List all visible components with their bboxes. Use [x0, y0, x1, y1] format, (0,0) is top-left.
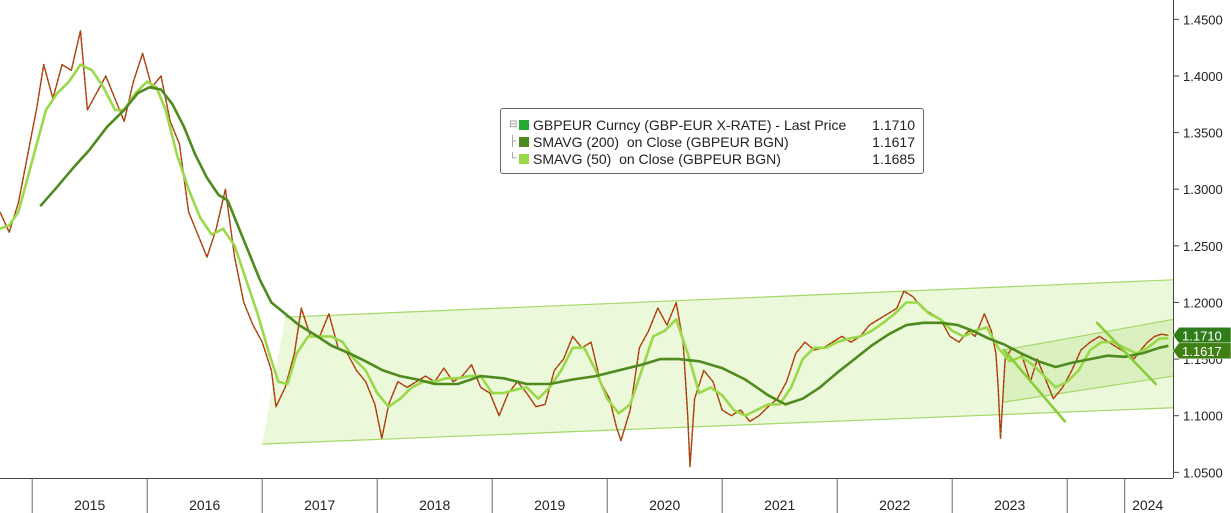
x-tick-label: 2018 [419, 497, 450, 513]
legend-entry-smavg-200: ├ SMAVG (200) on Close (GBPEUR BGN) 1.16… [509, 133, 915, 150]
y-tick-label: 1.4500 [1183, 12, 1223, 27]
legend-label: GBPEUR Curncy (GBP-EUR X-RATE) - Last Pr… [533, 116, 847, 133]
main-channel-lower-line [262, 407, 1174, 445]
series-line-smavg-50 [0, 63, 1169, 417]
y-tick-label: 1.1000 [1183, 409, 1223, 424]
last-value-label: 1.1617 [1172, 342, 1231, 360]
series-line-smavg-200 [39, 86, 1169, 406]
last-value-tag [1172, 342, 1231, 360]
x-tick-label: 2019 [534, 497, 565, 513]
x-tick-label: 2021 [764, 497, 795, 513]
legend-swatch-last-price [519, 119, 529, 130]
legend-entry-smavg-50: └ SMAVG (50) on Close (GBPEUR BGN) 1.168… [509, 150, 915, 167]
x-tick-label: 2023 [994, 497, 1025, 513]
y-tick-label: 1.0500 [1183, 465, 1223, 480]
legend-label: SMAVG (200) on Close (GBPEUR BGN) [533, 133, 789, 150]
y-tick-label: 1.4000 [1183, 69, 1223, 84]
tree-branch-icon: ├ [509, 136, 517, 147]
downtrend-2023 [1095, 321, 1158, 386]
last-value-text: 1.1617 [1182, 344, 1222, 359]
legend-entry-last-price: ⊟ GBPEUR Curncy (GBP-EUR X-RATE) - Last … [509, 116, 915, 133]
x-tick-label: 2017 [304, 497, 335, 513]
x-tick-label: 2024 [1132, 497, 1163, 513]
legend-value: 1.1685 [872, 150, 915, 167]
legend-value: 1.1710 [872, 116, 915, 133]
legend-label: SMAVG (50) on Close (GBPEUR BGN) [533, 150, 781, 167]
y-tick-label: 1.2500 [1183, 239, 1223, 254]
y-tick-label: 1.2000 [1183, 295, 1223, 310]
x-tick-label: 2022 [879, 497, 910, 513]
inner-channel-upper-line [1003, 318, 1174, 351]
legend-swatch-smavg-200 [519, 136, 529, 147]
x-tick-label: 2015 [74, 497, 105, 513]
main-channel-fill [262, 279, 1173, 445]
y-tick-label: 1.3500 [1183, 126, 1223, 141]
main-channel-upper-line [285, 279, 1174, 318]
legend-box: ⊟ GBPEUR Curncy (GBP-EUR X-RATE) - Last … [500, 108, 924, 174]
last-value-label: 1.1710 [1172, 327, 1231, 344]
collapse-icon[interactable]: ⊟ [509, 119, 518, 130]
last-value-text: 1.1710 [1182, 328, 1222, 343]
legend-swatch-smavg-50 [519, 153, 529, 164]
tree-branch-icon: └ [509, 153, 517, 164]
legend-value: 1.1617 [872, 133, 915, 150]
last-value-tag [1172, 327, 1231, 344]
series-layer [0, 30, 1169, 468]
downtrend-2022 [1002, 348, 1067, 423]
x-tick-label: 2020 [649, 497, 680, 513]
y-tick-label: 1.3000 [1183, 182, 1223, 197]
inner-channel-lower-line [1003, 375, 1174, 403]
trendline-layer [1002, 321, 1158, 423]
series-line-last-price-overlay [0, 30, 1169, 468]
x-tick-label: 2016 [189, 497, 220, 513]
